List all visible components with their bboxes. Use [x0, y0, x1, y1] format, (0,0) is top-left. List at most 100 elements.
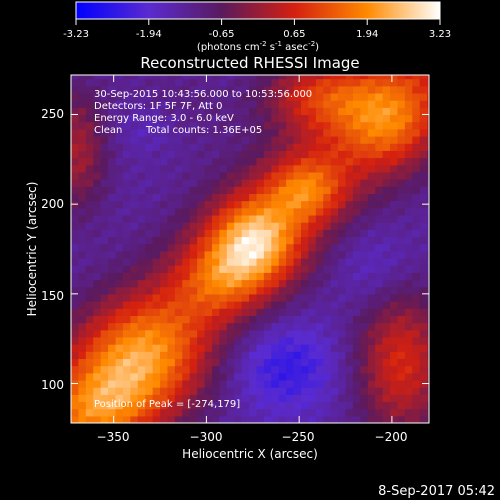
heatmap-cell — [367, 186, 376, 194]
heatmap-cell — [352, 75, 361, 80]
heatmap-cell — [419, 143, 428, 151]
heatmap-cell — [375, 75, 384, 80]
heatmap-cell — [352, 415, 361, 423]
y-tick-label: 150 — [41, 289, 64, 303]
heatmap-cell — [211, 372, 220, 381]
heatmap-cell — [427, 250, 429, 259]
heatmap-cell — [419, 315, 428, 324]
heatmap-cell — [404, 272, 413, 281]
heatmap-cell — [360, 193, 369, 202]
heatmap-cell — [249, 322, 258, 331]
heatmap-cell — [301, 107, 310, 116]
heatmap-cell — [301, 186, 310, 194]
footer-timestamp: 8-Sep-2017 05:42 — [378, 484, 495, 499]
heatmap-cell — [308, 107, 317, 116]
heatmap-cell — [367, 387, 376, 395]
heatmap-cell — [249, 415, 258, 423]
heatmap-cell — [204, 171, 213, 180]
heatmap-cell — [390, 401, 399, 410]
heatmap-cell — [323, 128, 332, 137]
heatmap-cell — [211, 222, 220, 230]
heatmap-cell — [167, 135, 176, 144]
heatmap-cell — [182, 171, 191, 180]
heatmap-cell — [427, 243, 429, 252]
heatmap-cell — [108, 379, 117, 388]
heatmap-cell — [301, 322, 310, 331]
heatmap-cell — [419, 236, 428, 245]
heatmap-cell — [197, 308, 206, 316]
heatmap-cell — [100, 143, 109, 151]
heatmap-cell — [182, 243, 191, 252]
heatmap-cell — [382, 286, 391, 295]
heatmap-cell — [137, 92, 146, 101]
heatmap-cell — [382, 351, 391, 360]
heatmap-cell — [404, 322, 413, 331]
heatmap-cell — [390, 143, 399, 151]
heatmap-cell — [360, 143, 369, 151]
heatmap-cell — [234, 301, 243, 309]
heatmap-cell — [404, 207, 413, 216]
heatmap-cell — [152, 222, 161, 230]
heatmap-cell — [219, 92, 228, 101]
heatmap-cell — [78, 301, 87, 309]
heatmap-cell — [78, 164, 87, 173]
heatmap-cell — [412, 193, 421, 202]
colorbar-gradient — [75, 1, 441, 20]
heatmap-cell — [85, 365, 94, 374]
heatmap-cell — [85, 114, 94, 123]
heatmap-cell — [78, 179, 87, 187]
heatmap-cell — [78, 243, 87, 252]
heatmap-cell — [412, 143, 421, 151]
heatmap-cell — [263, 157, 272, 166]
heatmap-cell — [174, 372, 183, 381]
heatmap-cell — [375, 222, 384, 230]
heatmap-cell — [145, 114, 154, 123]
heatmap-cell — [122, 401, 131, 410]
heatmap-cell — [115, 229, 124, 238]
heatmap-cell — [263, 92, 272, 101]
y-tick-label: 100 — [41, 378, 64, 392]
x-tick-label: −350 — [97, 430, 130, 444]
heatmap-cell — [152, 365, 161, 374]
heatmap-cell — [167, 85, 176, 94]
heatmap-cell — [152, 257, 161, 266]
heatmap-cell — [308, 121, 317, 130]
heatmap-cell — [352, 293, 361, 302]
heatmap-cell — [197, 186, 206, 194]
heatmap-cell — [249, 301, 258, 309]
heatmap-cell — [301, 236, 310, 245]
heatmap-cell — [189, 351, 198, 360]
heatmap-cell — [404, 308, 413, 316]
heatmap-cell — [226, 250, 235, 259]
heatmap-cell — [360, 272, 369, 281]
heatmap-cell — [167, 157, 176, 166]
heatmap-cell — [286, 336, 295, 345]
heatmap-cell — [315, 200, 324, 209]
heatmap-cell — [145, 308, 154, 316]
heatmap-cell — [145, 107, 154, 116]
heatmap-cell — [93, 229, 102, 238]
heatmap-cell — [167, 143, 176, 151]
heatmap-cell — [234, 257, 243, 266]
heatmap-cell — [93, 100, 102, 108]
heatmap-cell — [204, 372, 213, 381]
heatmap-cell — [397, 157, 406, 166]
heatmap-cell — [100, 128, 109, 137]
heatmap-cell — [263, 207, 272, 216]
heatmap-cell — [211, 200, 220, 209]
heatmap-cell — [226, 121, 235, 130]
heatmap-cell — [397, 128, 406, 137]
heatmap-cell — [345, 164, 354, 173]
heatmap-cell — [330, 344, 339, 352]
heatmap-cell — [278, 293, 287, 302]
heatmap-cell — [301, 315, 310, 324]
heatmap-cell — [427, 92, 429, 101]
heatmap-cell — [108, 236, 117, 245]
heatmap-cell — [375, 179, 384, 187]
heatmap-cell — [197, 121, 206, 130]
heatmap-cell — [375, 415, 384, 423]
heatmap-cell — [234, 272, 243, 281]
heatmap-cell — [204, 365, 213, 374]
heatmap-cell — [137, 135, 146, 144]
heatmap-cell — [390, 100, 399, 108]
